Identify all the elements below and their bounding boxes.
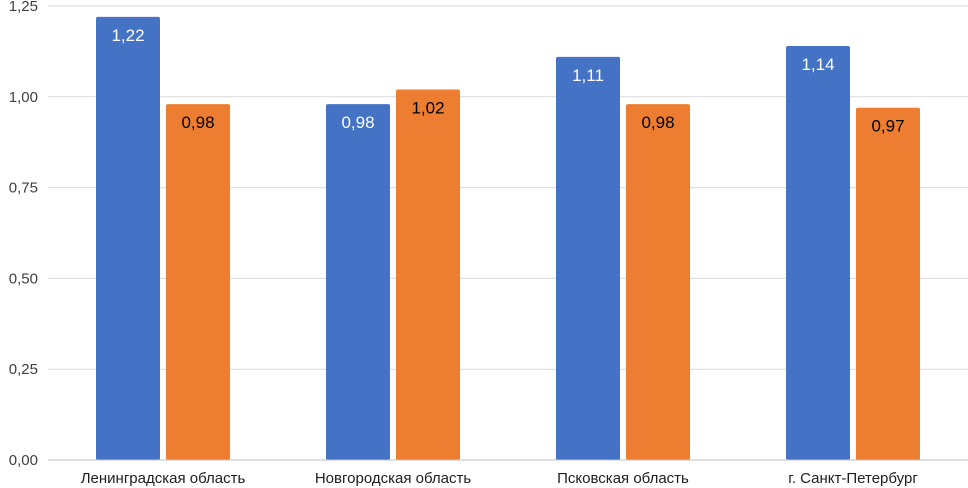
data-label: 1,11: [572, 66, 604, 85]
bar-series-2: [166, 104, 230, 461]
bars: [96, 16, 920, 461]
bar-series-2: [396, 89, 460, 460]
bar-series-1: [556, 56, 620, 461]
data-label: 1,02: [411, 99, 444, 118]
data-label: 1,22: [111, 26, 144, 45]
y-tick-label: 1,00: [9, 89, 38, 106]
data-label: 1,14: [801, 55, 834, 74]
bar-series-1: [96, 16, 160, 461]
x-axis-category-labels: Ленинградская область Новгородская област…: [81, 470, 919, 487]
y-tick-label: 0,50: [9, 270, 38, 287]
bar-series-1: [786, 45, 850, 461]
y-tick-label: 0,75: [9, 180, 38, 197]
bar-series-2: [856, 107, 920, 461]
x-category-label: Псковская область: [557, 470, 689, 487]
y-tick-label: 0,00: [9, 452, 38, 469]
bar-series-2: [626, 104, 690, 461]
data-label: 0,98: [181, 113, 214, 132]
data-label: 0,98: [341, 113, 374, 132]
data-label: 0,97: [871, 117, 904, 136]
bar-series-1: [326, 104, 390, 461]
y-axis-tick-labels: 0,00 0,25 0,50 0,75 1,00 1,25: [9, 0, 38, 469]
x-category-label: Ленинградская область: [81, 470, 246, 487]
data-label: 0,98: [641, 113, 674, 132]
x-category-label: г. Санкт-Петербург: [788, 470, 918, 487]
data-labels: 1,22 0,98 0,98 1,02 1,11 0,98 1,14 0,97: [111, 26, 904, 136]
y-tick-label: 0,25: [9, 361, 38, 378]
y-tick-label: 1,25: [9, 0, 38, 15]
x-category-label: Новгородская область: [315, 470, 471, 487]
